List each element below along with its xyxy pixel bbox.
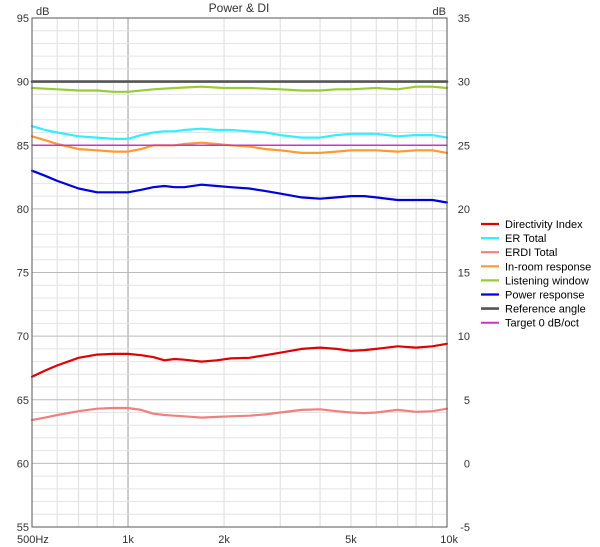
legend-label-listening-window: Listening window	[505, 275, 589, 287]
left-y-tick-label: 65	[17, 395, 29, 407]
chart-grid	[32, 18, 447, 527]
legend-label-target-0-db-oct: Target 0 dB/oct	[505, 318, 579, 330]
left-y-tick-label: 80	[17, 204, 29, 216]
right-y-tick-label: -5	[460, 522, 470, 534]
left-y-tick-label: 60	[17, 458, 29, 470]
right-y-tick-label: 35	[458, 13, 470, 25]
x-tick-label: 5k	[345, 534, 357, 546]
series-line-er-total	[30, 125, 449, 140]
legend-label-directivity-index: Directivity Index	[505, 219, 583, 231]
right-y-tick-label: 20	[458, 204, 470, 216]
axis-ticks: 55 60 65 70 75 80 85 90 95 -5 0 5 10 15 20 25 30 35 500Hz 1…	[17, 13, 470, 546]
left-y-tick-label: 55	[17, 522, 29, 534]
x-tick-label: 1k	[122, 534, 134, 546]
right-y-tick-label: 15	[458, 268, 470, 280]
legend-label-erdi-total: ERDI Total	[505, 247, 557, 259]
right-y-tick-label: 30	[458, 77, 470, 89]
right-y-tick-label: 5	[464, 395, 470, 407]
legend-label-er-total: ER Total	[505, 233, 546, 245]
series-line-power-response	[30, 169, 449, 204]
chart-title: Power & DI	[209, 1, 270, 15]
left-y-tick-label: 90	[17, 77, 29, 89]
right-y-tick-label: 10	[458, 331, 470, 343]
left-y-tick-label: 75	[17, 268, 29, 280]
x-tick-label: 10k	[440, 534, 458, 546]
right-y-tick-label: 0	[464, 458, 470, 470]
x-tick-label: 2k	[218, 534, 230, 546]
right-y-tick-label: 25	[458, 140, 470, 152]
left-y-tick-label: 95	[17, 13, 29, 25]
left-y-tick-label: 70	[17, 331, 29, 343]
left-y-tick-label: 85	[17, 140, 29, 152]
series-line-listening-window	[30, 85, 449, 93]
series-layer	[30, 80, 449, 422]
legend: Directivity Index ER Total ERDI Total In-ro…	[481, 219, 591, 330]
legend-label-reference-angle: Reference angle	[505, 304, 586, 316]
plot-frame	[31, 17, 448, 528]
legend-label-power-response: Power response	[505, 290, 585, 302]
series-line-directivity-index	[30, 342, 449, 378]
x-tick-label: 500Hz	[17, 534, 49, 546]
right-axis-unit: dB	[433, 6, 446, 18]
series-line-erdi-total	[30, 406, 449, 422]
legend-label-in-room-response: In-room response	[505, 261, 591, 273]
left-axis-unit: dB	[36, 6, 49, 18]
